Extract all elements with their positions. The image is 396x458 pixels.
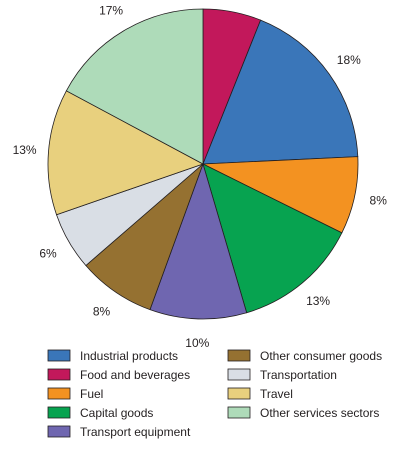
- legend-label-transportation: Transportation: [260, 368, 337, 382]
- pie-slice-industrial-products: [202, 19, 359, 165]
- pie-slices: [47, 8, 359, 320]
- legend-label-food-and-beverages: Food and beverages: [80, 368, 190, 382]
- legend-label-industrial-products: Industrial products: [80, 349, 178, 363]
- legend-label-fuel: Fuel: [80, 387, 103, 401]
- pie-slice-capital-goods: [202, 163, 343, 314]
- legend-swatch-food-and-beverages: [47, 368, 71, 381]
- legend-swatch-fuel: [47, 387, 71, 400]
- slice-labels: 6%18%8%13%10%8%6%13%17%: [13, 3, 388, 350]
- slice-label-capital-goods: 13%: [306, 294, 330, 308]
- slice-label-transport-equipment: 10%: [185, 336, 209, 350]
- pie-slice-other-services-sectors: [65, 8, 204, 165]
- legend-label-transport-equipment: Transport equipment: [80, 425, 191, 439]
- legend-swatch-transportation: [227, 368, 251, 381]
- legend-swatch-transport-equipment: [47, 425, 71, 438]
- slice-label-other-consumer-goods: 8%: [93, 304, 111, 318]
- legend: Industrial products Food and beverages Fue…: [47, 349, 382, 439]
- slice-label-travel: 13%: [13, 143, 37, 157]
- legend-label-other-consumer-goods: Other consumer goods: [260, 349, 382, 363]
- legend-label-travel: Travel: [260, 387, 293, 401]
- slice-label-fuel: 8%: [370, 194, 388, 208]
- legend-swatch-other-consumer-goods: [227, 349, 251, 362]
- slice-label-transportation: 6%: [39, 247, 57, 261]
- legend-swatch-other-services-sectors: [227, 406, 251, 419]
- legend-label-other-services-sectors: Other services sectors: [260, 406, 379, 420]
- legend-swatch-travel: [227, 387, 251, 400]
- pie-slice-travel: [47, 90, 204, 216]
- legend-swatch-capital-goods: [47, 406, 71, 419]
- legend-swatch-industrial-products: [47, 349, 71, 362]
- slice-label-industrial-products: 18%: [337, 53, 361, 67]
- slice-label-other-services-sectors: 17%: [99, 3, 123, 17]
- pie-slice-transport-equipment: [149, 162, 248, 320]
- legend-label-capital-goods: Capital goods: [80, 406, 153, 420]
